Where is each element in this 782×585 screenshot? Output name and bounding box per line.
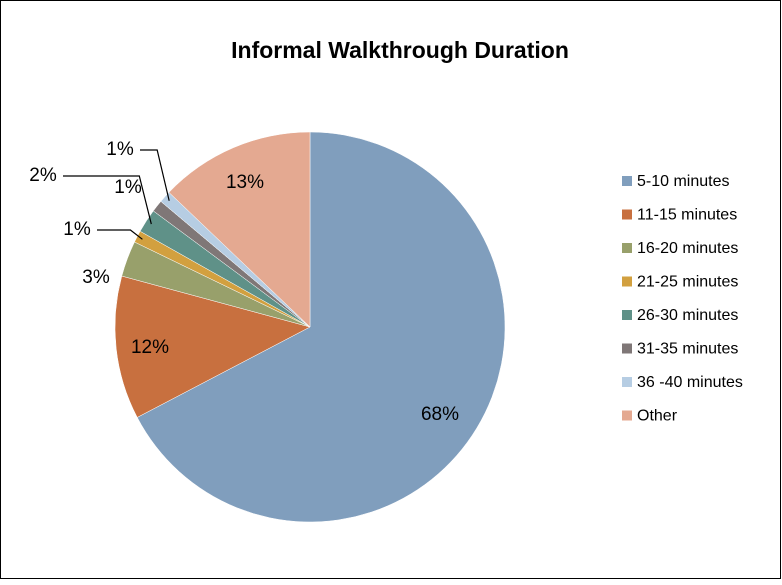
legend-label: 16-20 minutes xyxy=(637,240,738,257)
pie-slice xyxy=(136,131,506,523)
pie-slice xyxy=(114,275,311,418)
data-label: 1% xyxy=(63,219,91,240)
pie-slice xyxy=(168,131,311,328)
legend-swatch xyxy=(622,377,632,387)
data-label: 3% xyxy=(82,267,110,288)
data-label: 2% xyxy=(29,165,57,186)
legend-label: 26-30 minutes xyxy=(637,307,738,324)
leader-line xyxy=(140,149,170,201)
legend-label: 11-15 minutes xyxy=(637,207,737,224)
data-label: 1% xyxy=(106,139,134,160)
legend-swatch xyxy=(622,209,632,220)
legend-label: 36 -40 minutes xyxy=(637,374,743,391)
data-label: 13% xyxy=(226,172,264,193)
chart-title: Informal Walkthrough Duration xyxy=(231,37,569,63)
legend-label: 21-25 minutes xyxy=(637,274,738,291)
data-label: 1% xyxy=(114,177,142,198)
legend-swatch xyxy=(622,276,632,287)
leader-line xyxy=(63,175,152,225)
legend-swatch xyxy=(622,410,632,421)
legend-swatch xyxy=(622,243,632,253)
data-label: 12% xyxy=(131,337,169,358)
legend-label: 5-10 minutes xyxy=(637,173,730,190)
leader-line xyxy=(97,229,143,240)
legend-label: Other xyxy=(637,408,678,425)
legend-label: 31-35 minutes xyxy=(637,341,738,358)
legend-swatch xyxy=(622,343,632,354)
data-label: 68% xyxy=(421,404,459,425)
legend-swatch xyxy=(622,176,632,186)
legend-swatch xyxy=(622,310,632,320)
